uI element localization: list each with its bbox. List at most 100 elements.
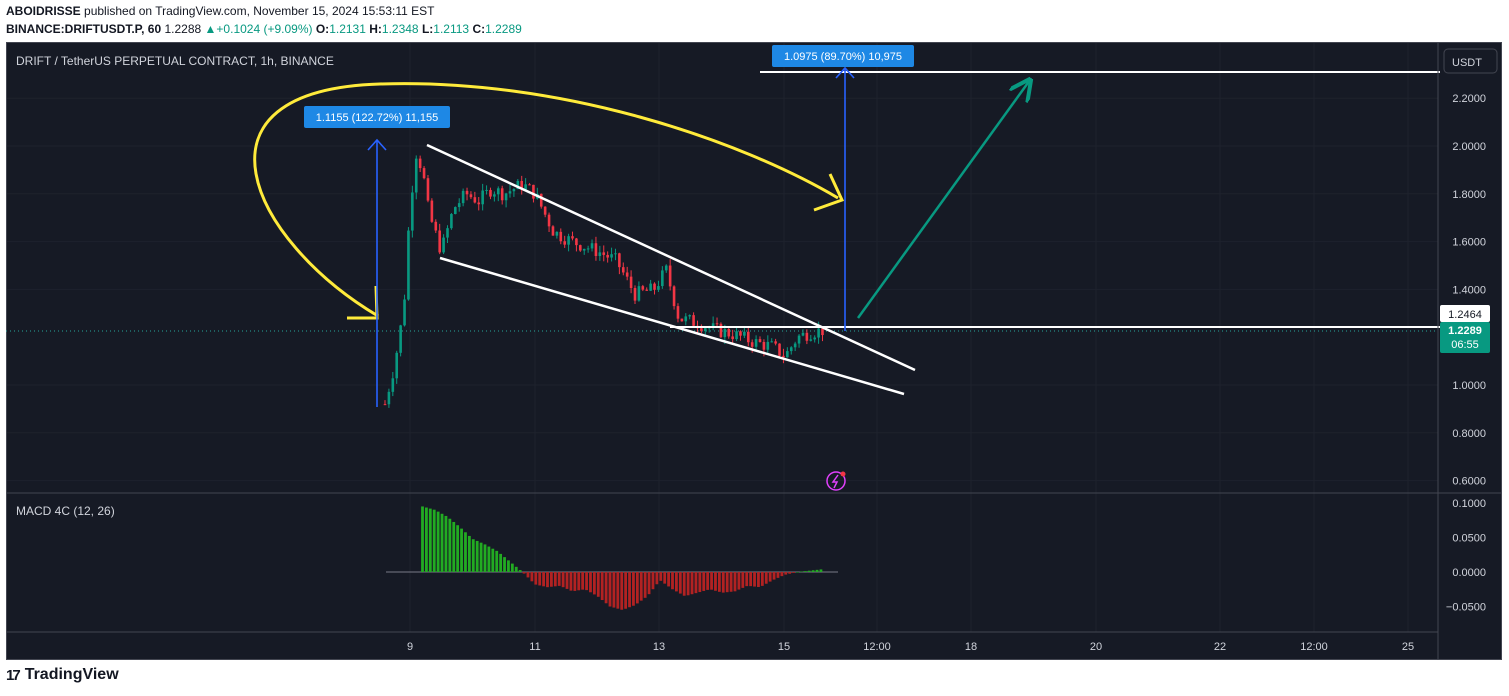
candle bbox=[555, 231, 559, 236]
macd-tick-label: 0.1000 bbox=[1452, 498, 1486, 510]
lightning-bolt-icon bbox=[831, 474, 839, 489]
candle bbox=[485, 189, 488, 191]
candle bbox=[586, 248, 590, 250]
level-price-label: 1.2464 bbox=[1448, 309, 1482, 321]
candle bbox=[692, 315, 695, 326]
macd-bar bbox=[550, 572, 553, 587]
candle bbox=[746, 331, 750, 343]
wedge-upper-trendline[interactable] bbox=[426, 143, 916, 372]
candle bbox=[633, 288, 637, 301]
candle bbox=[606, 254, 609, 258]
candle bbox=[770, 341, 774, 343]
time-tick-label: 12:00 bbox=[863, 641, 891, 653]
candle bbox=[786, 351, 789, 358]
candle bbox=[602, 252, 606, 255]
chart-title: DRIFT / TetherUS PERPETUAL CONTRACT, 1h,… bbox=[16, 54, 334, 68]
candle bbox=[579, 245, 582, 251]
time-tick-label: 20 bbox=[1090, 641, 1102, 653]
candle bbox=[649, 283, 652, 291]
candle bbox=[399, 325, 402, 353]
macd-bar bbox=[620, 572, 624, 610]
macd-bar bbox=[596, 572, 600, 597]
currency-button[interactable] bbox=[1443, 48, 1498, 74]
macd-bar bbox=[690, 572, 694, 595]
candle bbox=[743, 331, 746, 336]
macd-bar bbox=[534, 572, 538, 585]
macd-bar bbox=[702, 572, 706, 591]
lightning-icon[interactable] bbox=[826, 471, 846, 491]
close-value: 1.2289 bbox=[485, 22, 522, 36]
candle bbox=[563, 241, 566, 245]
chart-canvas[interactable]: DRIFT / TetherUS PERPETUAL CONTRACT, 1h,… bbox=[0, 0, 1509, 666]
macd-bar bbox=[557, 572, 561, 586]
author-name[interactable]: ABOIDRISSE bbox=[6, 4, 81, 18]
high-label: H: bbox=[369, 22, 382, 36]
macd-bar bbox=[592, 572, 596, 595]
macd-bar bbox=[772, 572, 776, 580]
candle bbox=[516, 180, 520, 190]
candle bbox=[610, 254, 613, 258]
countdown-label: 06:55 bbox=[1451, 339, 1479, 351]
candle bbox=[750, 342, 754, 347]
macd-bar bbox=[487, 546, 491, 572]
macd-bar bbox=[491, 548, 495, 572]
currency-button-label: USDT bbox=[1452, 57, 1482, 69]
macd-bar bbox=[667, 572, 670, 587]
macd-bar bbox=[760, 572, 764, 586]
time-tick-label: 18 bbox=[965, 641, 977, 653]
yellow-curved-arrow[interactable] bbox=[253, 82, 839, 318]
candle bbox=[766, 341, 770, 350]
publish-header: ABOIDRISSE published on TradingView.com,… bbox=[6, 4, 434, 18]
candle bbox=[688, 315, 691, 317]
candle bbox=[395, 352, 399, 379]
candle bbox=[821, 328, 824, 336]
macd-histogram bbox=[421, 506, 823, 610]
candle bbox=[657, 286, 660, 290]
price-tick-label: 1.0000 bbox=[1452, 380, 1486, 392]
candle bbox=[774, 341, 777, 344]
macd-bar bbox=[788, 572, 792, 574]
teal-projection-arrow[interactable] bbox=[856, 80, 1030, 319]
price-tick-label: 1.8000 bbox=[1452, 189, 1486, 201]
tradingview-logo-text[interactable]: TradingView bbox=[24, 666, 119, 683]
macd-bar bbox=[612, 572, 616, 608]
macd-bar bbox=[796, 572, 799, 573]
macd-bar bbox=[546, 572, 549, 588]
candle bbox=[512, 189, 516, 192]
macd-bar bbox=[803, 571, 807, 572]
macd-bar bbox=[608, 572, 612, 607]
macd-tick-label: −0.0500 bbox=[1446, 602, 1486, 614]
macd-bar bbox=[651, 572, 655, 590]
macd-bar bbox=[479, 542, 483, 572]
macd-bar bbox=[421, 506, 424, 572]
price-tick-label: 2.2000 bbox=[1452, 93, 1486, 105]
macd-bar bbox=[452, 521, 456, 572]
candle bbox=[571, 236, 574, 239]
measure-label-1-bg bbox=[304, 106, 450, 128]
candle bbox=[559, 231, 563, 242]
candle bbox=[789, 347, 793, 352]
macd-bar bbox=[475, 540, 479, 572]
price-tick-label: 0.6000 bbox=[1452, 476, 1486, 488]
open-label: O: bbox=[315, 22, 330, 36]
macd-bar bbox=[440, 513, 444, 572]
candle bbox=[594, 243, 598, 257]
candle bbox=[411, 192, 414, 231]
last-price-tag-label: 1.2289 bbox=[1448, 325, 1482, 337]
macd-bar bbox=[538, 572, 542, 586]
time-tick-label: 12:00 bbox=[1300, 641, 1328, 653]
candle bbox=[461, 190, 465, 204]
candle bbox=[493, 194, 496, 197]
macd-bar bbox=[639, 572, 643, 601]
candle bbox=[661, 270, 664, 287]
macd-bar bbox=[628, 572, 631, 608]
candle bbox=[469, 194, 473, 198]
candle bbox=[543, 206, 547, 215]
candle bbox=[805, 332, 809, 341]
macd-bar bbox=[526, 572, 530, 578]
macd-bar bbox=[448, 518, 452, 572]
candle bbox=[813, 337, 816, 340]
macd-bar bbox=[471, 539, 475, 572]
price-axis: 2.2000 2.0000 1.8000 1.6000 1.4000 1.0000 0.80… bbox=[1452, 93, 1486, 487]
macd-bar bbox=[764, 572, 768, 584]
